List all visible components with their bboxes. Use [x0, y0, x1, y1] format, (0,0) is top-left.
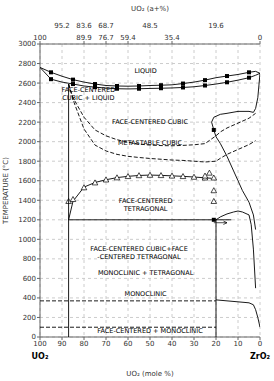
svg-text:1800: 1800 [18, 158, 36, 166]
svg-text:40: 40 [168, 340, 177, 348]
svg-text:0: 0 [258, 340, 262, 348]
svg-text:MONOCLINIC: MONOCLINIC [125, 290, 168, 298]
svg-text:10: 10 [234, 340, 243, 348]
svg-text:0: 0 [32, 333, 36, 341]
svg-text:METASTABLE CUBIC: METASTABLE CUBIC [118, 139, 183, 147]
svg-text:50: 50 [146, 340, 155, 348]
svg-text:600: 600 [23, 275, 36, 283]
svg-text:2200: 2200 [18, 119, 36, 127]
svg-text:FACE-CENTERED CUBIC: FACE-CENTERED CUBIC [112, 118, 188, 126]
svg-text:48.5: 48.5 [142, 22, 158, 30]
svg-text:1000: 1000 [18, 236, 36, 244]
svg-text:89.9: 89.9 [76, 34, 92, 42]
svg-text:UO₂: UO₂ [32, 352, 49, 361]
svg-text:0: 0 [258, 34, 262, 42]
svg-text:1400: 1400 [18, 197, 36, 205]
svg-text:100: 100 [33, 34, 47, 42]
svg-text:FACE-CENTERED + MONOCLINIC: FACE-CENTERED + MONOCLINIC [97, 327, 203, 335]
svg-text:FACE-CENTERED CUBIC+FACE-CENTE: FACE-CENTERED CUBIC+FACE-CENTERED TETRAG… [90, 245, 188, 260]
svg-text:68.7: 68.7 [98, 22, 114, 30]
svg-text:95.2: 95.2 [54, 22, 70, 30]
svg-text:100: 100 [33, 340, 47, 348]
svg-text:3000: 3000 [18, 40, 36, 48]
svg-text:19.6: 19.6 [208, 22, 224, 30]
svg-text:83.6: 83.6 [76, 22, 92, 30]
svg-text:60: 60 [124, 340, 133, 348]
svg-text:FACE-CENTEREDTETRAGONAL: FACE-CENTEREDTETRAGONAL [119, 197, 173, 213]
svg-text:800: 800 [23, 255, 36, 263]
svg-text:59.4: 59.4 [120, 34, 136, 42]
svg-text:MONOCLINIC + TETRAGONAL: MONOCLINIC + TETRAGONAL [98, 269, 194, 277]
svg-text:20: 20 [212, 340, 221, 348]
svg-text:FACE-CENTEREDCUBIC + LIQUID: FACE-CENTEREDCUBIC + LIQUID [62, 86, 116, 102]
svg-text:200: 200 [23, 314, 36, 322]
svg-text:UO₂ (a+%): UO₂ (a+%) [131, 5, 169, 13]
svg-text:1200: 1200 [18, 216, 36, 224]
svg-text:400: 400 [23, 294, 36, 302]
svg-text:1600: 1600 [18, 177, 36, 185]
svg-text:2000: 2000 [18, 138, 36, 146]
svg-text:UO₂ (mole %): UO₂ (mole %) [126, 370, 174, 378]
svg-text:TEMPERATURE (°C): TEMPERATURE (°C) [8, 157, 10, 225]
svg-text:70: 70 [102, 340, 111, 348]
svg-text:35.4: 35.4 [164, 34, 180, 42]
svg-text:90: 90 [58, 340, 67, 348]
svg-text:30: 30 [190, 340, 199, 348]
svg-text:LIQUID: LIQUID [134, 67, 156, 75]
svg-text:2800: 2800 [18, 60, 36, 68]
svg-text:76.7: 76.7 [98, 34, 114, 42]
svg-text:2400: 2400 [18, 99, 36, 107]
svg-text:ZrO₂: ZrO₂ [250, 352, 266, 361]
svg-text:2600: 2600 [18, 80, 36, 88]
svg-text:80: 80 [80, 340, 89, 348]
